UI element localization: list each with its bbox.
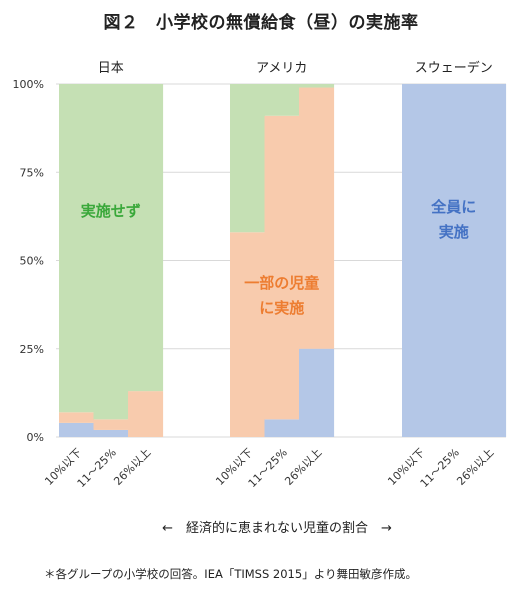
country-label: スウェーデン bbox=[415, 60, 493, 76]
bar-segment-some bbox=[264, 115, 300, 420]
bar-segment-all bbox=[59, 422, 95, 437]
y-axis-ticks: 0% 25% 50% 75% 100% bbox=[13, 78, 44, 444]
country-label: アメリカ bbox=[256, 61, 307, 76]
y-tick-label: 0% bbox=[27, 431, 44, 444]
bar-segment-all bbox=[471, 84, 507, 437]
bar-segment-some bbox=[93, 419, 129, 430]
y-tick-label: 75% bbox=[20, 166, 44, 179]
bar-segment-all bbox=[436, 84, 472, 437]
annotation-none: 実施せず bbox=[81, 202, 141, 220]
bar-segment-none bbox=[230, 84, 266, 233]
bar-segment-none bbox=[128, 84, 164, 392]
bar-segment-none bbox=[93, 84, 129, 420]
annotation-all: 実施 bbox=[439, 223, 469, 241]
bars bbox=[59, 84, 507, 437]
annotation-some: に実施 bbox=[259, 299, 304, 317]
bar-segment-all bbox=[93, 429, 129, 437]
x-tick-label: 26%以上 bbox=[282, 446, 324, 488]
x-tick-label: 26%以上 bbox=[111, 446, 153, 488]
bar-segment-none bbox=[264, 84, 300, 116]
annotation-all: 全員に bbox=[430, 198, 476, 216]
x-tick-label: 26%以上 bbox=[454, 446, 496, 488]
bar-segment-some bbox=[230, 232, 266, 437]
y-tick-label: 50% bbox=[20, 255, 44, 268]
chart-title: 図２ 小学校の無償給食（昼）の実施率 bbox=[103, 13, 419, 33]
annotation-some: 一部の児童 bbox=[244, 274, 319, 292]
country-label: 日本 bbox=[98, 61, 124, 76]
bar-segment-all bbox=[402, 84, 438, 437]
bar-segment-some bbox=[299, 87, 335, 349]
country-labels: 日本 アメリカ スウェーデン bbox=[98, 60, 493, 76]
y-tick-label: 100% bbox=[13, 78, 44, 91]
bar-segment-some bbox=[128, 391, 164, 437]
x-axis-label: ← 経済的に恵まれない児童の割合 → bbox=[162, 520, 392, 536]
bar-segment-some bbox=[59, 412, 95, 423]
bar-segment-none bbox=[299, 84, 335, 88]
footnote: ＊各グループの小学校の回答。IEA「TIMSS 2015」より舞田敏彦作成。 bbox=[44, 567, 417, 581]
stacked-bar-chart: 0% 25% 50% 75% 100% 日本 アメリカ スウェーデン 10%以下11～25%… bbox=[13, 60, 507, 536]
y-tick-label: 25% bbox=[20, 343, 44, 356]
bar-segment-none bbox=[59, 84, 95, 413]
bar-segment-all bbox=[264, 419, 300, 437]
bar-segment-all bbox=[299, 348, 335, 437]
